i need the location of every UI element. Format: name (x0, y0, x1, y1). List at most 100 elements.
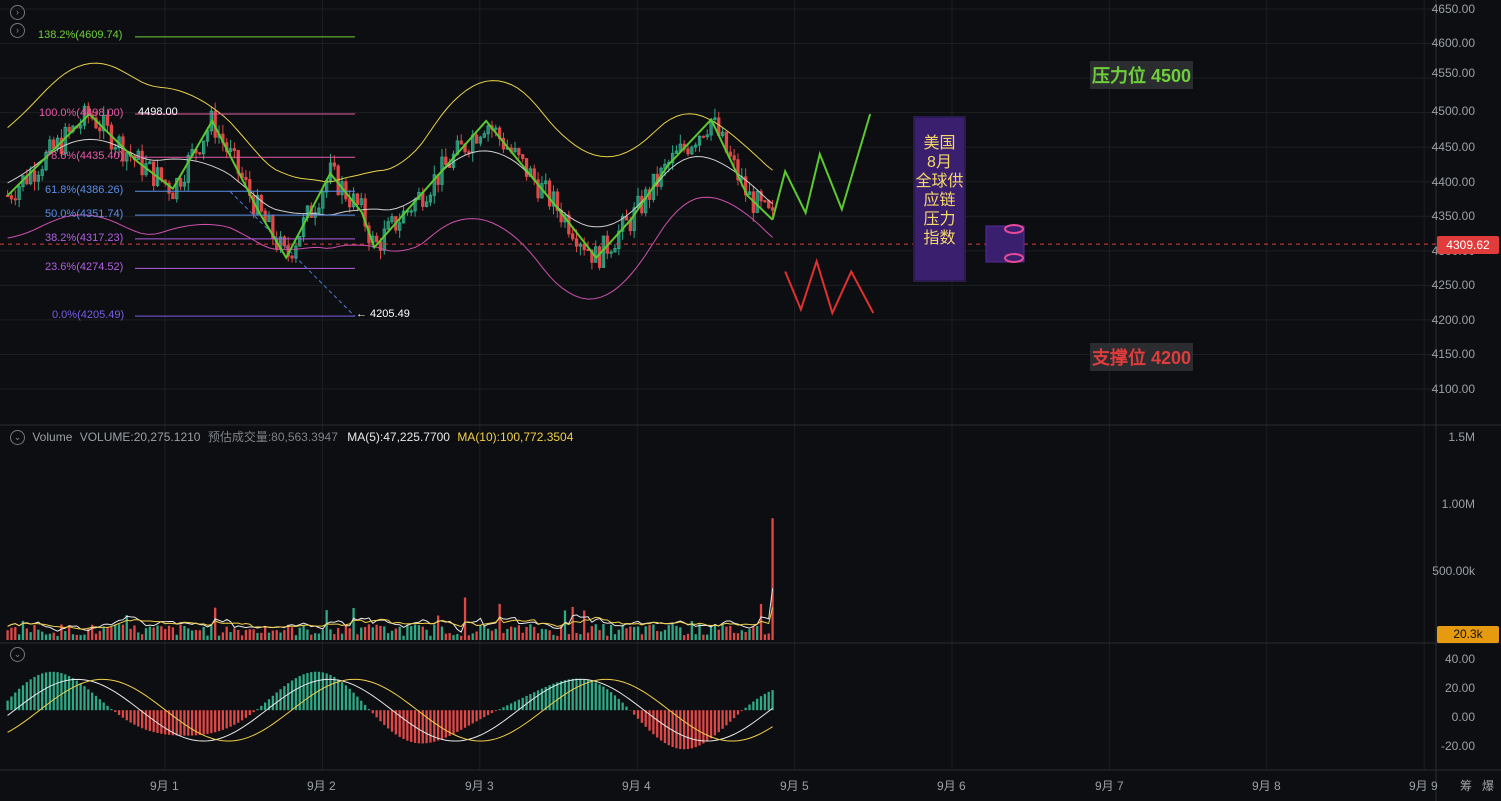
candle-body (36, 174, 40, 182)
volume-bar (402, 635, 405, 640)
volume-bar (87, 628, 90, 640)
volume-bar (144, 628, 148, 640)
candle-body (298, 235, 302, 247)
macd-bar (613, 695, 617, 711)
macd-bar (429, 710, 432, 743)
macd-bar (475, 710, 478, 722)
volume-bar (298, 627, 301, 640)
volume-bar (287, 624, 290, 640)
macd-bar (83, 686, 86, 711)
volume-bar (490, 630, 494, 640)
macd-bar (252, 710, 255, 713)
macd-bar (94, 695, 98, 711)
volume-bar (621, 625, 624, 640)
macd-bar (202, 710, 205, 735)
macd-bar (344, 685, 348, 711)
macd-bar (44, 672, 48, 711)
volume-bar (114, 624, 117, 640)
volume-bar (317, 633, 321, 640)
candle-body (513, 148, 517, 153)
macd-bar (548, 685, 551, 711)
candle-body (382, 228, 386, 251)
volume-bar (64, 631, 67, 640)
volume-bar (360, 627, 363, 640)
volume-bar (690, 621, 693, 640)
expand-icon[interactable]: › (10, 5, 25, 20)
candle-body (494, 127, 498, 130)
volume-bar (21, 620, 25, 640)
candle-body (186, 155, 190, 183)
macd-bar (337, 679, 340, 711)
volume-bar (513, 627, 517, 640)
macd-bar (367, 709, 371, 711)
volume-bar (729, 625, 732, 640)
candle-body (374, 235, 379, 243)
volume-bar (636, 626, 640, 640)
volume-bar (121, 624, 125, 640)
candle-body (198, 152, 202, 155)
macd-bar (283, 686, 286, 711)
volume-bar (33, 624, 36, 640)
volume-bar (606, 635, 609, 640)
macd-bar (256, 709, 259, 711)
candle-body (178, 178, 183, 187)
macd-bar (640, 710, 644, 723)
volume-bar (279, 632, 282, 640)
volume-bar (106, 627, 109, 640)
macd-bar (264, 702, 267, 711)
expand-icon[interactable]: › (10, 23, 25, 38)
macd-bar (717, 710, 720, 733)
volume-bar (744, 631, 747, 640)
low-marker: ← 4205.49 (356, 308, 410, 320)
volume-bar (421, 626, 424, 640)
macd-tick-label: -20.00 (1440, 739, 1475, 753)
macd-bar (221, 710, 225, 730)
volume-bar (613, 634, 617, 640)
candle-body (574, 238, 579, 247)
volume-bar (625, 628, 628, 640)
volume-bar (44, 634, 48, 640)
volume-bar (83, 634, 86, 640)
candle-body (328, 162, 333, 182)
macd-bar (406, 710, 409, 741)
candle-body (271, 215, 275, 239)
collapse-icon[interactable]: ⌄ (10, 430, 25, 446)
macd-bar (75, 680, 78, 711)
corner-label[interactable]: 爆 (1482, 779, 1495, 793)
annotation-line: 全球供 (915, 173, 964, 190)
macd-bar (248, 710, 251, 716)
macd-bar (233, 710, 236, 725)
volume-bar (667, 625, 670, 640)
candle-body (386, 221, 390, 230)
volume-bar (583, 610, 586, 640)
macd-bar (294, 678, 298, 711)
volume-bar (479, 624, 482, 640)
volume-bar (486, 628, 490, 640)
high-marker: 4498.00 (138, 106, 178, 118)
volume-bar (367, 624, 371, 640)
macd-bar (302, 674, 305, 711)
zigzag-line (6, 112, 774, 260)
macd-bar (67, 676, 71, 711)
collapse-icon[interactable]: ⌄ (10, 647, 25, 662)
candle-body (29, 170, 33, 185)
candle-body (390, 216, 394, 223)
macd-bar (325, 673, 328, 711)
volume-bar (79, 635, 82, 640)
macd-bar (663, 710, 667, 744)
candle-body (755, 191, 759, 213)
candle-body (701, 135, 706, 138)
current-price-badge: 4309.62 (1437, 236, 1499, 254)
macd-bar (736, 710, 740, 715)
macd-bar (759, 696, 763, 711)
volume-bar (671, 624, 674, 640)
macd-bar (452, 710, 455, 734)
volume-bar (94, 633, 98, 640)
volume-bar (544, 629, 547, 640)
volume-bar (310, 634, 313, 640)
macd-bar (763, 693, 767, 711)
volume-bar (264, 627, 267, 640)
corner-label[interactable]: 筹 (1460, 779, 1473, 793)
macd-bar (56, 672, 59, 711)
